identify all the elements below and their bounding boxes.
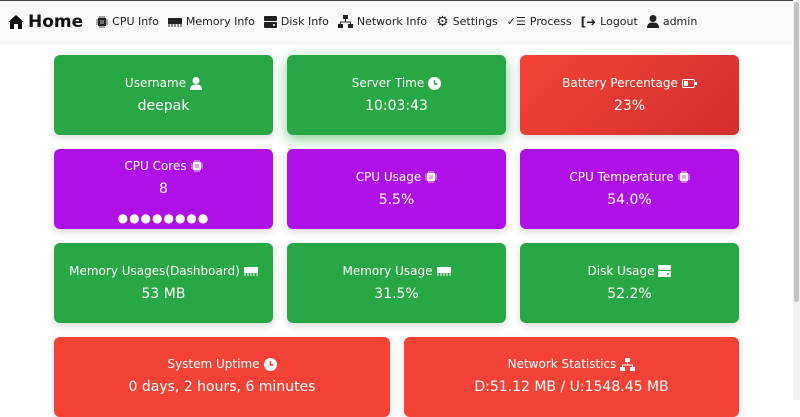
card-disk-usage: Disk Usage 52.2%: [520, 243, 739, 323]
card-username: Username deepak: [54, 55, 273, 135]
battery-icon: [681, 78, 697, 88]
nav-network-info[interactable]: Network Info: [337, 15, 428, 28]
card-label: CPU Usage: [355, 170, 422, 184]
card-cpu-cores: CPU Cores 8 ●●●●●●●●: [54, 149, 273, 229]
nav-home-label: Home: [28, 11, 84, 32]
card-label: CPU Temperature: [569, 170, 674, 184]
nav-memory-info[interactable]: Memory Info: [167, 15, 255, 28]
card-server-time: Server Time 10:03:43: [287, 55, 506, 135]
nav-admin[interactable]: admin: [646, 15, 698, 28]
clock-icon: [263, 357, 277, 371]
card-label: Disk Usage: [587, 264, 655, 278]
logout-icon: [➜: [580, 14, 597, 29]
card-value: 53 MB: [141, 286, 186, 302]
nav-process[interactable]: ✓☰ Process: [507, 15, 572, 28]
nav-settings[interactable]: ⚙ Settings: [436, 14, 498, 30]
card-cpu-temperature: CPU Temperature 54.0%: [520, 149, 739, 229]
gear-icon: ⚙: [436, 13, 449, 30]
hdd-icon: [658, 265, 672, 277]
card-label: CPU Cores: [124, 159, 187, 173]
card-battery: Battery Percentage 23%: [520, 55, 739, 135]
network-icon: [337, 15, 353, 28]
nav-network-info-label: Network Info: [356, 15, 428, 28]
memory-icon: [243, 267, 258, 276]
nav-disk-info-label: Disk Info: [280, 15, 329, 28]
card-value: D:51.12 MB / U:1548.45 MB: [474, 379, 669, 395]
network-icon: [620, 357, 636, 371]
nav-disk-info[interactable]: Disk Info: [263, 15, 329, 28]
chip-icon: [677, 171, 690, 183]
nav-cpu-info-label: CPU Info: [112, 15, 159, 28]
card-label: Memory Usage: [342, 264, 433, 278]
chip-icon: [190, 160, 203, 172]
card-value: deepak: [137, 98, 190, 114]
scrollbar[interactable]: [793, 0, 800, 400]
card-value: 23%: [613, 98, 646, 114]
card-value: 10:03:43: [365, 98, 428, 114]
card-value: 54.0%: [607, 192, 652, 208]
card-label: System Uptime: [167, 357, 260, 371]
list-check-icon: ✓☰: [506, 15, 526, 28]
nav-logout[interactable]: [➜ Logout: [581, 15, 638, 29]
card-value: 5.5%: [378, 192, 415, 208]
card-label: Network Statistics: [507, 357, 617, 371]
card-label: Memory Usages(Dashboard): [69, 264, 240, 278]
card-memory-dashboard: Memory Usages(Dashboard) 53 MB: [54, 243, 273, 323]
card-cpu-usage: CPU Usage 5.5%: [287, 149, 506, 229]
nav-settings-label: Settings: [452, 15, 498, 28]
card-value: 52.2%: [607, 286, 652, 302]
card-value: 0 days, 2 hours, 6 minutes: [128, 379, 316, 395]
nav-process-label: Process: [529, 15, 572, 28]
clock-icon: [428, 76, 442, 90]
user-icon: [190, 76, 203, 90]
card-network-statistics: Network Statistics D:51.12 MB / U:1548.45…: [404, 337, 739, 417]
card-memory-usage: Memory Usage 31.5%: [287, 243, 506, 323]
card-value: 8: [159, 181, 168, 197]
navbar: Home CPU Info Memory Info Disk Info Netw…: [0, 0, 793, 42]
user-icon: [646, 15, 659, 28]
nav-logout-label: Logout: [600, 15, 638, 28]
card-label: Username: [124, 76, 187, 90]
chip-icon: [425, 171, 438, 183]
scrollbar-thumb[interactable]: [794, 2, 799, 302]
memory-icon: [436, 267, 451, 276]
nav-memory-info-label: Memory Info: [185, 15, 255, 28]
card-system-uptime: System Uptime 0 days, 2 hours, 6 minutes: [54, 337, 390, 417]
card-label: Battery Percentage: [562, 76, 678, 90]
nav-home[interactable]: Home: [8, 12, 83, 32]
nav-admin-label: admin: [662, 15, 698, 28]
card-label: Server Time: [351, 76, 425, 90]
nav-cpu-info[interactable]: CPU Info: [96, 15, 159, 28]
chip-icon: [96, 15, 109, 28]
memory-icon: [167, 17, 182, 27]
hdd-icon: [263, 15, 277, 28]
home-icon: [8, 14, 24, 29]
card-value: 31.5%: [374, 286, 419, 302]
core-dots: ●●●●●●●●: [117, 211, 210, 225]
